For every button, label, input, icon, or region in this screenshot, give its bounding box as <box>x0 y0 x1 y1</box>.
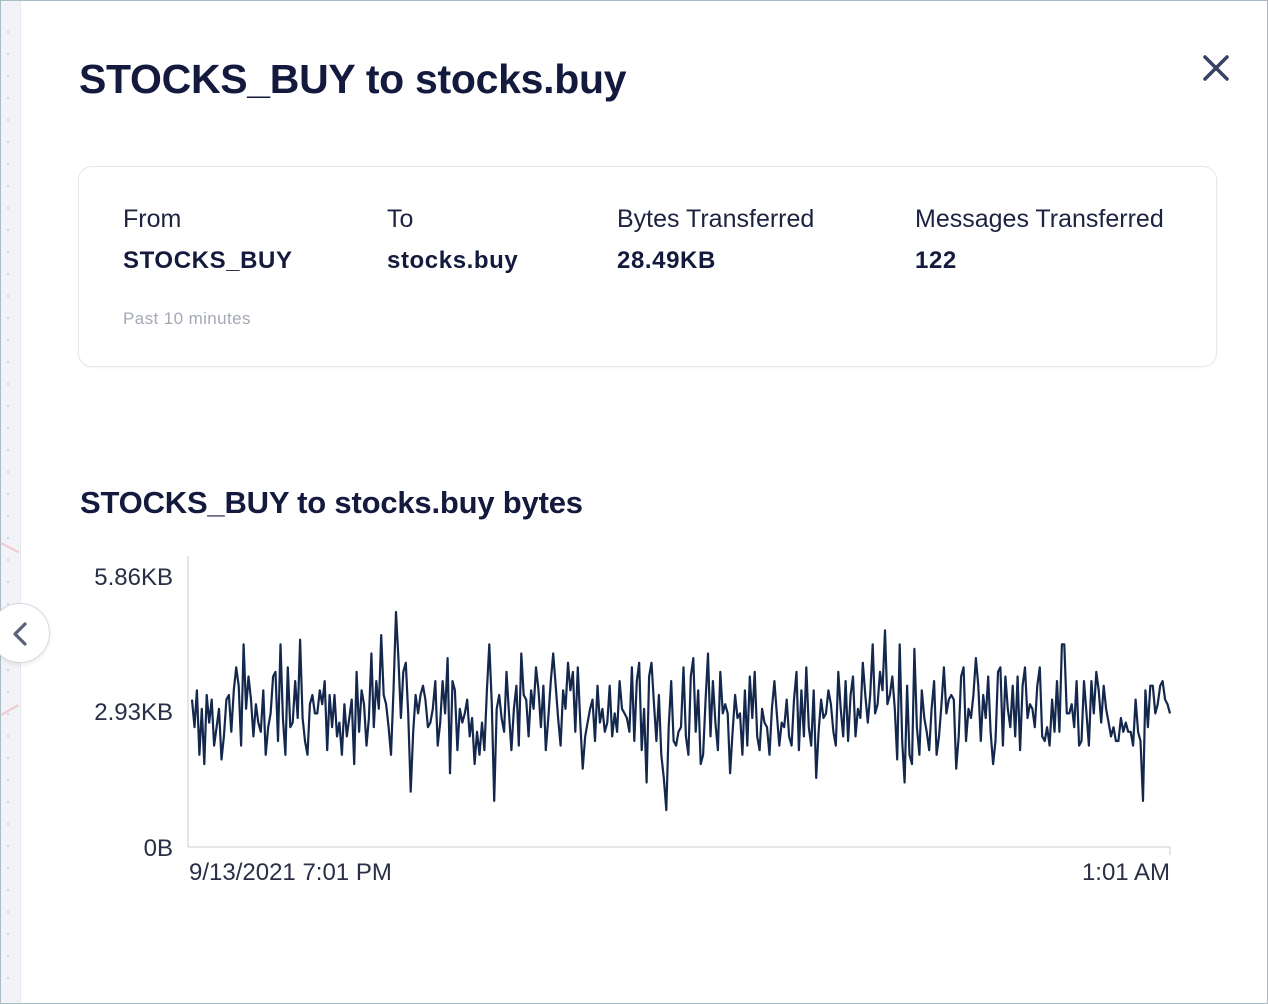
bytes-stat: Bytes Transferred 28.49KB <box>617 205 814 275</box>
background-grid-dots <box>7 21 9 981</box>
panel-title: STOCKS_BUY to stocks.buy <box>79 56 627 102</box>
to-stat: To stocks.buy <box>387 205 518 275</box>
bytes-label: Bytes Transferred <box>617 205 815 233</box>
to-value: stocks.buy <box>387 247 519 274</box>
bytes-value: 28.49KB <box>617 247 716 274</box>
from-label: From <box>123 205 182 233</box>
from-value: STOCKS_BUY <box>123 247 293 274</box>
messages-value: 122 <box>915 247 957 274</box>
x-tick-label: 1:01 AM <box>1082 859 1170 886</box>
period-note: Past 10 minutes <box>123 309 251 328</box>
y-tick-label: 2.93KB <box>94 699 173 726</box>
close-button[interactable] <box>1198 50 1234 86</box>
messages-label: Messages Transferred <box>915 205 1164 233</box>
chart-title: STOCKS_BUY to stocks.buy bytes <box>80 485 583 520</box>
collapse-panel-button[interactable] <box>0 603 50 663</box>
y-tick-label: 0B <box>144 835 173 862</box>
y-tick-label: 5.86KB <box>94 564 173 591</box>
close-icon <box>1203 55 1229 81</box>
chevron-left-icon <box>13 622 27 646</box>
x-tick-label: 9/13/2021 7:01 PM <box>189 859 392 886</box>
from-stat: From STOCKS_BUY <box>123 205 293 275</box>
details-panel <box>21 1 1267 1003</box>
summary-card: From STOCKS_BUY To stocks.buy Bytes Tran… <box>78 166 1217 367</box>
to-label: To <box>387 205 414 233</box>
background-canvas-strip <box>1 1 21 1003</box>
messages-stat: Messages Transferred 122 <box>915 205 1164 275</box>
series-line <box>190 610 1172 812</box>
